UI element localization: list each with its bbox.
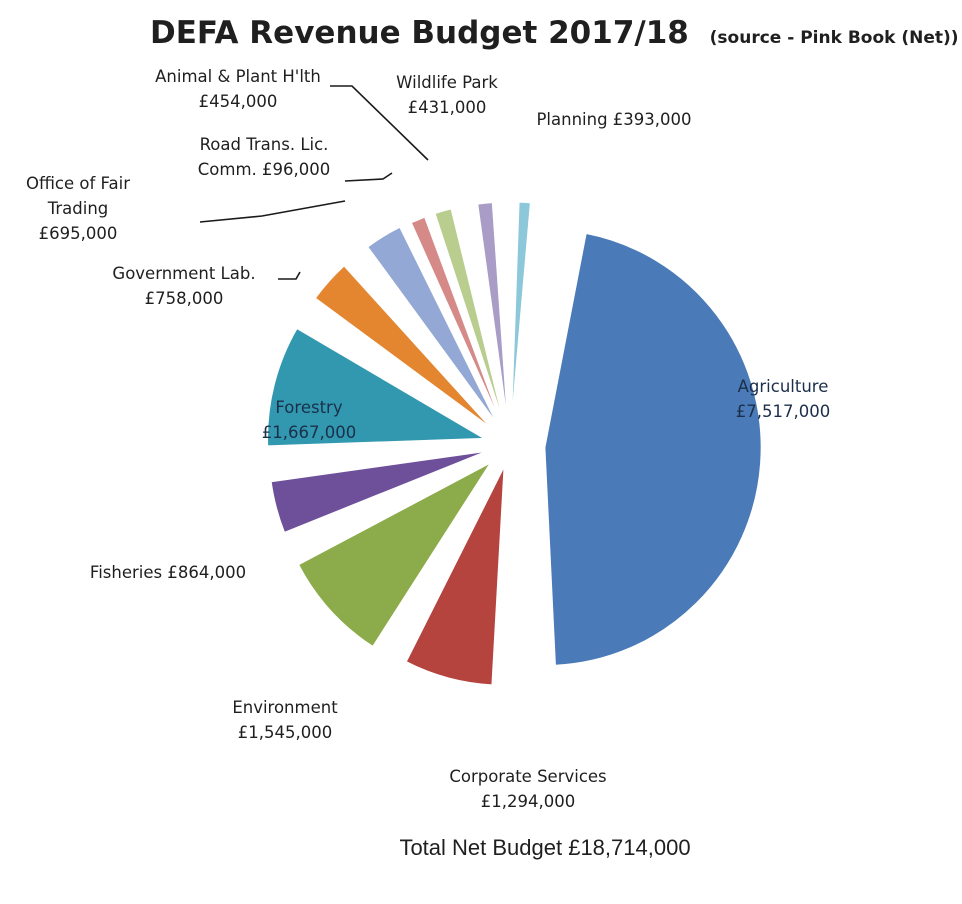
pie-slice-animal-plant-h-lth: [434, 208, 504, 421]
pie-slice-fisheries: [270, 451, 486, 533]
slice-label-planning: Planning £393,000: [536, 110, 691, 129]
pie-slice-environment: [298, 461, 492, 648]
leader-line-road-trans-lic-comm: [344, 172, 393, 182]
leader-line-government-lab: [278, 271, 301, 280]
pie-slice-wildlife-park: [477, 202, 508, 421]
pie-slice-agriculture: [544, 232, 762, 666]
pie-slice-road-trans-lic-comm: [410, 216, 501, 422]
label-leader-lines: [199, 85, 429, 280]
slice-labels: Agriculture £7,517,000 Corporate Services £…: [26, 67, 830, 811]
slice-label-line: Government Lab.: [112, 264, 255, 283]
slice-label-line: Forestry: [275, 398, 342, 417]
slice-label-line: £7,517,000: [736, 402, 830, 421]
chart-subtitle: (source - Pink Book (Net)): [710, 28, 959, 48]
slice-label-fisheries: Fisheries £864,000: [90, 563, 246, 582]
slice-label-line: Agriculture: [738, 377, 829, 396]
pie-slice-planning: [511, 201, 531, 421]
slice-label-environment: Environment £1,545,000: [232, 698, 338, 742]
slice-label-line: £1,294,000: [481, 792, 575, 811]
chart-title-main: DEFA Revenue Budget 2017/18: [150, 15, 689, 51]
pie-slice-government-lab: [314, 265, 491, 428]
slice-label-road-trans-lic-comm: Road Trans. Lic. Comm. £96,000: [198, 135, 330, 179]
slice-label-line: Office of Fair: [26, 174, 130, 193]
slice-label-office-of-fair-trading: Office of Fair Trading £695,000: [26, 174, 130, 243]
slice-label-forestry: Forestry £1,667,000: [262, 398, 356, 442]
slice-label-line: Comm. £96,000: [198, 160, 330, 179]
slice-label-line: Planning £393,000: [536, 110, 691, 129]
slice-label-line: Fisheries £864,000: [90, 563, 246, 582]
pie-slice-office-of-fair-trading: [367, 226, 497, 423]
slice-label-government-lab: Government Lab. £758,000: [112, 264, 255, 308]
slice-label-line: £1,667,000: [262, 423, 356, 442]
pie-slice-corporate-services: [405, 466, 505, 686]
slice-label-corporate-services: Corporate Services £1,294,000: [449, 767, 606, 811]
slice-label-agriculture: Agriculture £7,517,000: [736, 377, 830, 421]
slice-label-line: Animal & Plant H'lth: [155, 67, 321, 86]
slice-label-line: Trading: [47, 199, 109, 218]
slice-label-wildlife-park: Wildlife Park £431,000: [396, 73, 498, 117]
slice-label-line: Environment: [232, 698, 338, 717]
total-budget-label: Total Net Budget £18,714,000: [399, 835, 690, 860]
slice-label-line: £454,000: [199, 92, 278, 111]
slice-label-animal-plant-h-lth: Animal & Plant H'lth £454,000: [155, 67, 321, 111]
pie-slices: [267, 201, 762, 686]
leader-line-office-of-fair-trading: [199, 200, 346, 223]
slice-label-line: £1,545,000: [238, 723, 332, 742]
chart-title: DEFA Revenue Budget 2017/18 (source - Pi…: [150, 15, 959, 51]
slice-label-line: £695,000: [39, 224, 118, 243]
pie-slice-forestry: [267, 327, 486, 447]
leader-line-animal-plant-h-lth: [330, 85, 429, 161]
slice-label-line: Corporate Services: [449, 767, 606, 786]
slice-label-line: Wildlife Park: [396, 73, 498, 92]
slice-label-line: £758,000: [145, 289, 224, 308]
slice-label-line: Road Trans. Lic.: [200, 135, 329, 154]
slice-label-line: £431,000: [408, 98, 487, 117]
